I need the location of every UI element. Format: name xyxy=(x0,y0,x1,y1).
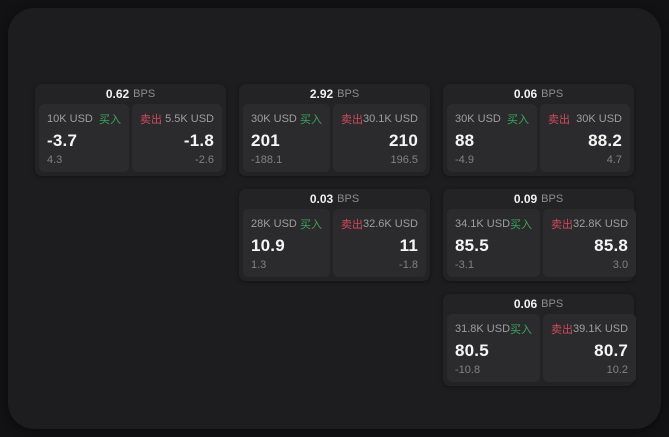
sell-delta: -1.8 xyxy=(399,259,418,271)
quote-card: 0.06 BPS 30K USD 买入 88 -4.9 卖出 30K USD xyxy=(443,84,634,176)
bps-header: 0.09 BPS xyxy=(447,189,630,209)
buy-pane[interactable]: 31.8K USD 买入 80.5 -10.8 xyxy=(447,314,541,382)
sell-price: 80.7 xyxy=(594,341,629,360)
bps-header: 2.92 BPS xyxy=(243,84,426,104)
buy-pane[interactable]: 34.1K USD 买入 85.5 -3.1 xyxy=(447,209,541,277)
buy-tag[interactable]: 买入 xyxy=(299,114,322,126)
buy-price: 85.5 xyxy=(455,236,489,255)
bps-value: 0.62 xyxy=(105,87,130,101)
buy-price: 80.5 xyxy=(455,341,489,360)
quote-card: 0.62 BPS 10K USD 买入 -3.7 4.3 卖出 5.5K USD xyxy=(35,84,226,176)
bps-value: 2.92 xyxy=(309,87,334,101)
sell-delta: 10.2 xyxy=(606,364,629,376)
quote-card: 2.92 BPS 30K USD 买入 201 -188.1 卖出 30.1K … xyxy=(239,84,430,176)
bps-unit: BPS xyxy=(337,88,360,100)
buy-pane[interactable]: 28K USD 买入 10.9 1.3 xyxy=(243,209,330,277)
sell-amount: 32.8K USD xyxy=(573,218,629,230)
buy-amount: 10K USD xyxy=(47,113,93,125)
sell-amount: 30K USD xyxy=(576,113,622,125)
buy-amount: 30K USD xyxy=(455,113,501,125)
buy-pane[interactable]: 10K USD 买入 -3.7 4.3 xyxy=(39,104,129,172)
sell-pane[interactable]: 卖出 39.1K USD 80.7 10.2 xyxy=(543,314,637,382)
sell-tag[interactable]: 卖出 xyxy=(140,114,162,126)
sell-tag[interactable]: 卖出 xyxy=(340,114,363,126)
quote-card: 0.06 BPS 31.8K USD 买入 80.5 -10.8 卖出 39.1… xyxy=(443,294,637,386)
buy-tag[interactable]: 买入 xyxy=(299,219,322,231)
buy-amount: 30K USD xyxy=(251,113,297,125)
bps-unit: BPS xyxy=(337,193,360,205)
bps-header: 0.06 BPS xyxy=(447,294,630,314)
main-panel: 0.62 BPS 10K USD 买入 -3.7 4.3 卖出 5.5K USD xyxy=(8,8,661,429)
sell-pane[interactable]: 卖出 5.5K USD -1.8 -2.6 xyxy=(132,104,222,172)
sell-tag[interactable]: 卖出 xyxy=(340,219,363,231)
bps-unit: BPS xyxy=(541,298,564,310)
quote-card: 0.09 BPS 34.1K USD 买入 85.5 -3.1 卖出 32.8K… xyxy=(443,189,637,281)
bps-header: 0.03 BPS xyxy=(243,189,426,209)
bps-unit: BPS xyxy=(133,88,156,100)
buy-delta: -10.8 xyxy=(455,364,481,376)
buy-tag[interactable]: 买入 xyxy=(99,114,121,126)
sell-price: 85.8 xyxy=(594,236,629,255)
sell-amount: 5.5K USD xyxy=(165,113,214,125)
sell-pane[interactable]: 卖出 30K USD 88.2 4.7 xyxy=(540,104,630,172)
bps-header: 0.06 BPS xyxy=(447,84,630,104)
buy-price: 10.9 xyxy=(251,236,285,255)
bps-value: 0.09 xyxy=(513,192,538,206)
bps-value: 0.03 xyxy=(309,192,334,206)
buy-delta: -3.1 xyxy=(455,259,474,271)
buy-tag[interactable]: 买入 xyxy=(507,114,529,126)
buy-price: 201 xyxy=(251,131,280,150)
sell-tag[interactable]: 卖出 xyxy=(551,324,574,336)
buy-amount: 28K USD xyxy=(251,218,297,230)
sell-amount: 39.1K USD xyxy=(573,323,629,335)
buy-pane[interactable]: 30K USD 买入 201 -188.1 xyxy=(243,104,330,172)
bps-value: 0.06 xyxy=(513,87,538,101)
sell-price: 11 xyxy=(399,236,418,255)
buy-amount: 34.1K USD xyxy=(455,218,511,230)
sell-delta: -2.6 xyxy=(195,154,214,166)
buy-delta: -188.1 xyxy=(251,154,283,166)
bps-value: 0.06 xyxy=(513,297,538,311)
sell-pane[interactable]: 卖出 30.1K USD 210 196.5 xyxy=(332,104,426,172)
sell-delta: 4.7 xyxy=(606,154,622,166)
sell-tag[interactable]: 卖出 xyxy=(551,219,574,231)
sell-tag[interactable]: 卖出 xyxy=(548,114,570,126)
sell-pane[interactable]: 卖出 32.8K USD 85.8 3.0 xyxy=(543,209,637,277)
sell-amount: 30.1K USD xyxy=(362,113,418,125)
bps-header: 0.62 BPS xyxy=(39,84,222,104)
buy-amount: 31.8K USD xyxy=(455,323,511,335)
buy-pane[interactable]: 30K USD 买入 88 -4.9 xyxy=(447,104,537,172)
buy-price: 88 xyxy=(455,131,475,150)
quote-card: 0.03 BPS 28K USD 买入 10.9 1.3 卖出 32.6K US… xyxy=(239,189,430,281)
buy-delta: 4.3 xyxy=(47,154,63,166)
sell-price: -1.8 xyxy=(183,131,214,150)
bps-unit: BPS xyxy=(541,193,564,205)
sell-price: 210 xyxy=(389,131,418,150)
sell-amount: 32.6K USD xyxy=(362,218,418,230)
buy-price: -3.7 xyxy=(47,131,78,150)
sell-price: 88.2 xyxy=(588,131,622,150)
sell-delta: 3.0 xyxy=(612,259,629,271)
sell-delta: 196.5 xyxy=(390,154,418,166)
buy-tag[interactable]: 买入 xyxy=(510,219,533,231)
buy-delta: -4.9 xyxy=(455,154,474,166)
buy-delta: 1.3 xyxy=(251,259,267,271)
buy-tag[interactable]: 买入 xyxy=(510,324,533,336)
bps-unit: BPS xyxy=(541,88,564,100)
sell-pane[interactable]: 卖出 32.6K USD 11 -1.8 xyxy=(332,209,426,277)
quote-card-grid: 0.62 BPS 10K USD 买入 -3.7 4.3 卖出 5.5K USD xyxy=(35,84,637,386)
